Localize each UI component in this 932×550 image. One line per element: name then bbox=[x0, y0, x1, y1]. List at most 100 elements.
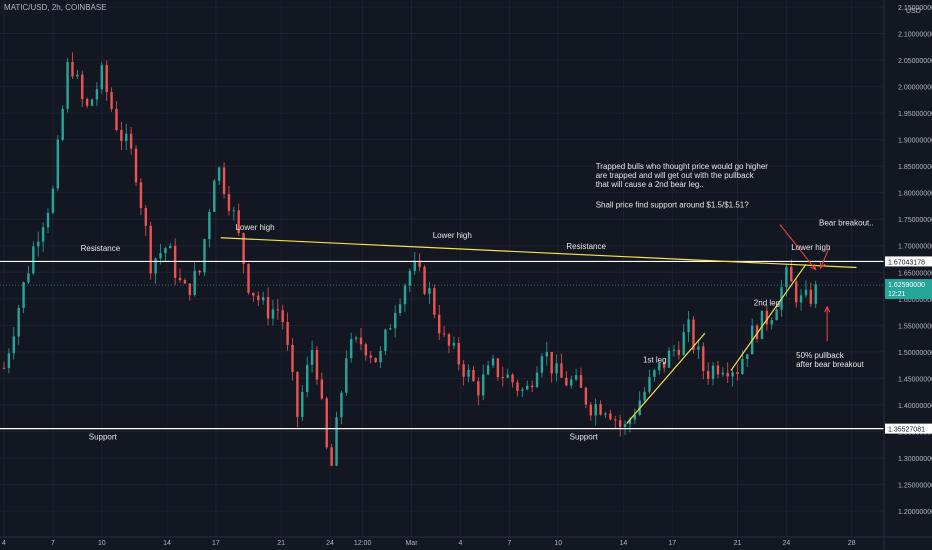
price-tick-label: 1.80000000 bbox=[898, 191, 932, 198]
candle-body bbox=[570, 379, 573, 386]
annotation-arrow-head bbox=[819, 261, 826, 270]
candle-body bbox=[760, 310, 764, 339]
annotation-text: that will cause a 2nd bear leg.. bbox=[596, 180, 704, 189]
candle-body bbox=[442, 333, 446, 335]
annotation-text: are trapped and will get out with the pu… bbox=[596, 171, 755, 180]
drawings: Lower high Lower high Resistance Resistance… bbox=[0, 162, 884, 441]
candle-body bbox=[76, 74, 79, 77]
candle-body bbox=[85, 98, 89, 106]
candle-body bbox=[227, 194, 231, 211]
candle-body bbox=[741, 359, 744, 374]
candle-body bbox=[281, 310, 284, 323]
annotation-arrow-head bbox=[824, 305, 831, 313]
price-tick-label: 1.55000000 bbox=[898, 323, 932, 330]
candle-body bbox=[418, 261, 421, 267]
candle-body bbox=[633, 414, 637, 420]
price-tick-label: 1.70000000 bbox=[898, 244, 932, 251]
symbol-title: MATIC/USD, 2h, COINBASE bbox=[4, 3, 107, 12]
candle-body bbox=[66, 62, 69, 109]
candle-body bbox=[433, 288, 436, 315]
candle-body bbox=[574, 375, 578, 380]
candle-body bbox=[486, 365, 490, 375]
candle-body bbox=[511, 374, 514, 383]
candle-body bbox=[169, 245, 172, 249]
candle-body bbox=[692, 319, 695, 350]
price-tick-label: 2.05000000 bbox=[898, 58, 932, 65]
candle-body bbox=[134, 148, 138, 183]
candle-body bbox=[614, 419, 617, 421]
candle-body bbox=[237, 210, 240, 234]
candle-body bbox=[51, 188, 55, 213]
candle-body bbox=[261, 297, 265, 301]
time-tick-label: Mar bbox=[405, 540, 418, 547]
candle-body bbox=[345, 358, 348, 393]
time-tick-label: 21 bbox=[734, 540, 742, 547]
time-tick-label: 12:00 bbox=[354, 540, 372, 547]
candle-body bbox=[550, 352, 553, 374]
candle-body bbox=[193, 270, 196, 295]
time-tick-label: 7 bbox=[507, 540, 511, 547]
candle-body bbox=[423, 266, 426, 294]
time-tick-label: 4 bbox=[458, 540, 462, 547]
candle-body bbox=[183, 280, 187, 284]
candle-body bbox=[438, 314, 441, 334]
candle-body bbox=[46, 212, 50, 228]
price-tick-label: 1.30000000 bbox=[898, 456, 932, 463]
candle-body bbox=[110, 91, 113, 109]
candle-body bbox=[349, 338, 353, 359]
candle-body bbox=[662, 362, 666, 368]
candle-body bbox=[115, 108, 118, 131]
candle-body bbox=[276, 309, 280, 311]
candle-body bbox=[804, 289, 808, 296]
candle-body bbox=[105, 65, 108, 92]
annotation-text: 50% pullback bbox=[796, 351, 845, 360]
time-tick-label: 17 bbox=[212, 540, 220, 547]
candle-body bbox=[2, 367, 6, 369]
candle-body bbox=[526, 385, 529, 390]
candle-body bbox=[447, 334, 451, 346]
candle-body bbox=[452, 342, 456, 346]
candle-body bbox=[32, 246, 35, 274]
candle-body bbox=[457, 342, 460, 365]
candle-body bbox=[535, 372, 539, 388]
candle-body bbox=[403, 285, 407, 305]
candle-body bbox=[540, 356, 544, 373]
candle-body bbox=[814, 284, 817, 304]
time-tick-label: 21 bbox=[277, 540, 285, 547]
candle-body bbox=[516, 382, 519, 391]
candle-body bbox=[687, 319, 690, 333]
plot-background bbox=[0, 0, 884, 537]
price-tick-label: 1.50000000 bbox=[898, 350, 932, 357]
time-tick-label: 7 bbox=[51, 540, 55, 547]
annotation-text: Support bbox=[570, 432, 599, 441]
candle-body bbox=[658, 362, 661, 371]
candle-body bbox=[706, 370, 710, 379]
price-tick-label: 2.10000000 bbox=[898, 32, 932, 39]
annotation-text: Support bbox=[89, 432, 118, 441]
candle-body bbox=[301, 391, 304, 417]
candle-body bbox=[790, 266, 793, 282]
candle-body bbox=[618, 420, 622, 428]
candle-body bbox=[667, 350, 671, 368]
time-tick-label: 24 bbox=[326, 540, 334, 547]
candle-body bbox=[149, 225, 152, 274]
candle-body bbox=[335, 417, 338, 466]
price-tick-label: 1.85000000 bbox=[898, 164, 932, 171]
annotation-arrow-head bbox=[810, 263, 817, 271]
candle-body bbox=[648, 376, 651, 392]
annotation-arrow bbox=[779, 224, 817, 270]
price-tick-label: 1.20000000 bbox=[898, 509, 932, 516]
candle-body bbox=[222, 167, 226, 195]
candle-body bbox=[716, 365, 720, 375]
candle-body bbox=[785, 266, 788, 288]
candle-body bbox=[682, 332, 685, 355]
candle-body bbox=[61, 108, 64, 140]
price-tick-label: 1.45000000 bbox=[898, 376, 932, 383]
currency-label: USD bbox=[906, 8, 921, 15]
annotation-text: Bear breakout.. bbox=[819, 219, 874, 228]
candle-body bbox=[120, 130, 123, 141]
candle-body bbox=[354, 337, 358, 339]
candle-body bbox=[394, 312, 397, 329]
candle-body bbox=[711, 365, 715, 379]
